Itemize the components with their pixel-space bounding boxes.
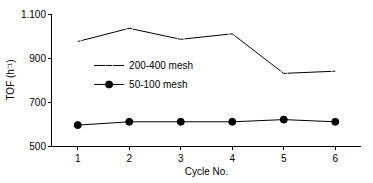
svg-text:50-100 mesh: 50-100 mesh <box>129 79 187 90</box>
svg-text:TOF (h⁻¹): TOF (h⁻¹) <box>5 59 16 100</box>
svg-text:500: 500 <box>29 141 46 152</box>
svg-text:4: 4 <box>229 153 235 164</box>
svg-text:2: 2 <box>126 153 132 164</box>
svg-text:5: 5 <box>281 153 287 164</box>
svg-text:1: 1 <box>75 153 81 164</box>
svg-text:900: 900 <box>29 53 46 64</box>
svg-text:Cycle No.: Cycle No. <box>185 166 228 177</box>
svg-text:700: 700 <box>29 97 46 108</box>
svg-text:6: 6 <box>332 153 338 164</box>
svg-text:200-400 mesh: 200-400 mesh <box>129 60 193 71</box>
svg-text:3: 3 <box>178 153 184 164</box>
svg-text:1.100: 1.100 <box>21 9 46 20</box>
